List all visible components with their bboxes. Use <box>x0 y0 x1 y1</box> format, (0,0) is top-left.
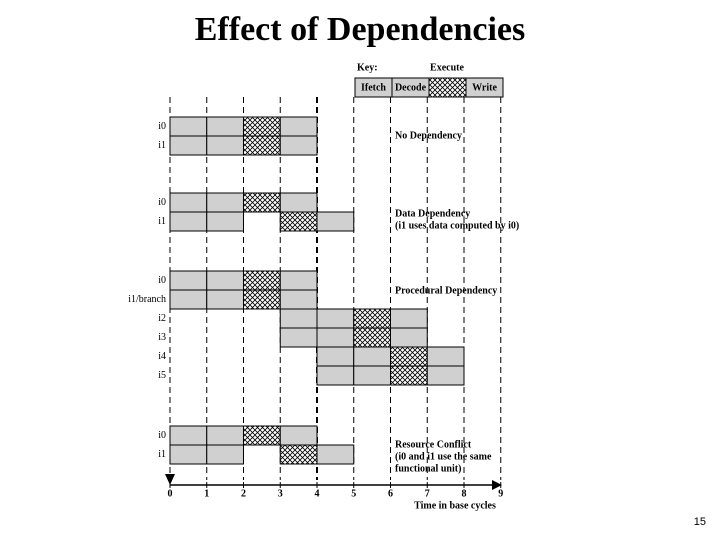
execute-cell <box>390 365 428 386</box>
row-label: i1 <box>158 216 166 227</box>
section-note: Resource Conflict <box>395 439 472 450</box>
section-note: (i0 and i1 use the same <box>395 451 492 462</box>
stage-cell <box>279 270 318 291</box>
execute-cell <box>279 211 318 232</box>
row-label: i2 <box>158 313 166 324</box>
axis-tick-label: 8 <box>462 488 467 499</box>
stage-cell <box>279 192 318 213</box>
execute-cell <box>243 116 281 137</box>
row-label: i0 <box>158 275 166 286</box>
axis-tick-label: 6 <box>388 488 393 499</box>
stage-cell <box>206 192 244 213</box>
execute-cell <box>353 308 391 329</box>
stage-cell <box>206 444 244 465</box>
execute-cell <box>279 444 318 465</box>
row-label: i0 <box>158 430 166 441</box>
stage-cell <box>316 365 355 386</box>
key-stage: Decode <box>395 82 427 93</box>
row-label: i3 <box>158 332 166 343</box>
row-label: i0 <box>158 197 166 208</box>
execute-cell <box>243 425 281 446</box>
stage-cell <box>169 425 208 446</box>
row-label: i1 <box>158 449 166 460</box>
stage-cell <box>169 211 208 232</box>
key-label: Key: <box>357 62 378 73</box>
axis-tick-label: 1 <box>204 488 209 499</box>
stage-cell <box>426 365 465 386</box>
row-label: i1/branch <box>128 294 166 305</box>
execute-cell <box>243 270 281 291</box>
stage-cell <box>169 135 208 156</box>
stage-cell <box>279 425 318 446</box>
section-note: functional unit) <box>395 463 461 474</box>
axis-tick-label: 3 <box>278 488 283 499</box>
stage-cell <box>279 308 318 329</box>
stage-cell <box>316 211 355 232</box>
axis-tick-label: 4 <box>315 488 320 499</box>
stage-cell <box>206 116 244 137</box>
stage-cell <box>206 270 244 291</box>
execute-cell <box>243 192 281 213</box>
stage-cell <box>169 192 208 213</box>
row-label: i0 <box>158 121 166 132</box>
key-stage: Ifetch <box>361 82 386 93</box>
stage-cell <box>426 346 465 367</box>
stage-cell <box>206 289 244 310</box>
stage-cell <box>316 346 355 367</box>
section-note: Data Dependency <box>395 208 470 219</box>
axis-tick-label: 9 <box>498 488 503 499</box>
key-execute-cell <box>428 77 467 98</box>
stage-cell <box>169 116 208 137</box>
execute-cell <box>353 327 391 348</box>
page-number: 15 <box>694 516 706 528</box>
execute-cell <box>390 346 428 367</box>
axis-tick-label: 5 <box>351 488 356 499</box>
section-note: (i1 uses data computed by i0) <box>395 220 519 231</box>
stage-cell <box>206 425 244 446</box>
row-label: i1 <box>158 140 166 151</box>
section-note: Procedural Dependency <box>395 285 497 296</box>
execute-cell <box>243 289 281 310</box>
row-label: i5 <box>158 370 166 381</box>
axis-start-arrow <box>165 474 175 485</box>
stage-cell <box>279 327 318 348</box>
key-execute: Execute <box>430 62 464 73</box>
axis-tick-label: 2 <box>241 488 246 499</box>
slide-title: Effect of Dependencies <box>195 11 525 48</box>
stage-cell <box>206 135 244 156</box>
stage-cell <box>316 308 355 329</box>
stage-cell <box>279 135 318 156</box>
stage-cell <box>169 270 208 291</box>
stage-cell <box>279 289 318 310</box>
stage-cell <box>390 308 428 329</box>
stage-cell <box>390 327 428 348</box>
stage-cell <box>316 327 355 348</box>
stage-cell <box>316 444 355 465</box>
axis-tick-label: 0 <box>168 488 173 499</box>
key-stage: Write <box>472 82 497 93</box>
row-label: i4 <box>158 351 166 362</box>
axis-label: Time in base cycles <box>414 500 496 511</box>
execute-cell <box>243 135 281 156</box>
stage-cell <box>279 116 318 137</box>
axis-arrow <box>492 480 502 490</box>
section-note: No Dependency <box>395 130 462 141</box>
stage-cell <box>169 289 208 310</box>
stage-cell <box>169 444 208 465</box>
stage-cell <box>353 365 391 386</box>
stage-cell <box>206 211 244 232</box>
axis-tick-label: 7 <box>425 488 430 499</box>
stage-cell <box>353 346 391 367</box>
